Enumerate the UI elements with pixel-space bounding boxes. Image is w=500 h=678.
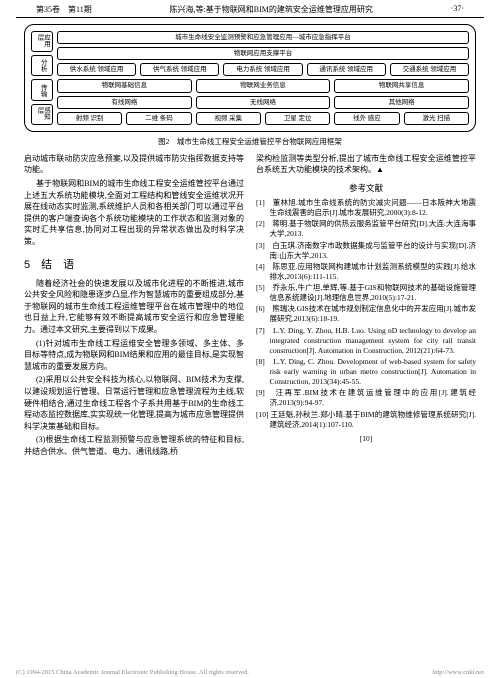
diagram-cell: 物联网应用支撑平台: [57, 47, 469, 60]
diagram-cell: 物联网基础信息: [57, 79, 192, 92]
paragraph: (2)采用以公共安全科技为核心,以物联网、BIM技术为支撑,以建设规划运行管理、…: [24, 374, 244, 432]
end-mark-icon: ▲: [376, 165, 384, 174]
page-footer: (C) 1994-2015 China Academic Journal Ele…: [0, 669, 500, 676]
figure-caption: 图2 城市生命线工程安全运维管控平台物联网应用框架: [0, 136, 500, 147]
paragraph-text: 梁构检监测等类型分析,提出了城市生命线工程安全运维管控平台系统五大功能模块的技术…: [256, 154, 476, 175]
diagram-cell: 无线网络: [196, 96, 331, 109]
side-label: 应用层: [31, 31, 53, 52]
diagram-rows: 城市生命线安全监测预警和应急管理应用—城市应急指挥平台物联网应用支撑平台供水系统…: [57, 31, 469, 125]
section-heading: 5 结 语: [24, 256, 244, 272]
diagram-cell: 物联网业务信息: [196, 79, 331, 92]
reference-item: [2] 蒋明.基于物联网的供热云服务监管平台研究[D].大连:大连海事大学,20…: [256, 219, 476, 239]
diagram-side-labels: 应用层 分析 传输 感知层: [31, 31, 53, 125]
diagram-cell: 电力系统 领域应用: [223, 63, 302, 76]
architecture-diagram: 应用层 分析 传输 感知层 城市生命线安全监测预警和应急管理应用—城市应急指挥平…: [24, 24, 476, 132]
side-label: 感知层: [31, 104, 53, 125]
diagram-row: 射频 识别二维 条码视频 采集卫星 定位线外 感应激光 扫描: [57, 112, 469, 125]
paragraph: 随着经济社会的快速发展以及城市化进程的不断推进,城市公共安全风险和隐患逐步凸显,…: [24, 278, 244, 336]
body-columns: 启动城市联动防灾应急预案,以及提供城市防灾指挥数据支持等功能。 基于物联网和BI…: [0, 153, 500, 460]
reference-item: [7] L.Y. Ding, Y. Zhou, H.B. Luo. Using …: [256, 326, 476, 356]
references-list: [1] 董林旭.城市生命线系统的防灾减灾问题——日本阪神大地震生命线震害的启示[…: [256, 198, 476, 430]
diagram-cell: 激光 扫描: [404, 112, 469, 125]
paragraph: 启动城市联动防灾应急预案,以及提供城市防灾指挥数据支持等功能。: [24, 153, 244, 176]
diagram-cell: 有线网络: [57, 96, 192, 109]
header-center: 陈兴海,等:基于物联网和BIM的建筑安全运维管理应用研究: [170, 4, 373, 15]
side-label: 分析: [31, 55, 53, 76]
page-header: 第35卷 第11期 陈兴海,等:基于物联网和BIM的建筑安全运维管理应用研究 ·…: [16, 0, 484, 18]
diagram-cell: 供水系统 领域应用: [57, 63, 136, 76]
diagram-cell: 物联网共享信息: [334, 79, 469, 92]
diagram-cell: 二维 条码: [126, 112, 191, 125]
paragraph: (3)根据生命线工程监测预警与应急管理系统的特征和目标,并结合供水、供气管道、电…: [24, 434, 244, 457]
side-label: 传输: [31, 79, 53, 100]
left-column: 启动城市联动防灾应急预案,以及提供城市防灾指挥数据支持等功能。 基于物联网和BI…: [24, 153, 244, 460]
diagram-row: 城市生命线安全监测预警和应急管理应用—城市应急指挥平台: [57, 31, 469, 44]
diagram-cell: 射频 识别: [57, 112, 122, 125]
reference-item: [1] 董林旭.城市生命线系统的防灾减灾问题——日本阪神大地震生命线震害的启示[…: [256, 198, 476, 218]
trailing-ref: [10]: [256, 434, 476, 443]
diagram-cell: 线外 感应: [334, 112, 399, 125]
diagram-cell: 卫星 定位: [265, 112, 330, 125]
reference-item: [6] 熊瑞决.GIS技术在城市规划制定信息化中的开发应用[J].城市发展研究,…: [256, 304, 476, 324]
reference-item: [5] 乔永乐,牛广坦,单辉,等.基于GIS和物联网技术的基础设施管理信息系统建…: [256, 283, 476, 303]
right-column: 梁构检监测等类型分析,提出了城市生命线工程安全运维管控平台系统五大功能模块的技术…: [256, 153, 476, 460]
header-left: 第35卷 第11期: [36, 4, 92, 15]
diagram-row: 物联网基础信息物联网业务信息物联网共享信息: [57, 79, 469, 92]
footer-url: http://www.cnki.net: [432, 669, 484, 676]
diagram-cell: 通讯系统 领域应用: [307, 63, 386, 76]
diagram-row: 供水系统 领域应用供气系统 领域应用电力系统 领域应用通讯系统 领域应用交通系统…: [57, 63, 469, 76]
paragraph: 梁构检监测等类型分析,提出了城市生命线工程安全运维管控平台系统五大功能模块的技术…: [256, 153, 476, 176]
references-heading: 参考文献: [256, 182, 476, 194]
header-right: ·37·: [451, 4, 464, 15]
diagram-row: 物联网应用支撑平台: [57, 47, 469, 60]
diagram-row: 有线网络无线网络其他网络: [57, 96, 469, 109]
footer-copyright: (C) 1994-2015 China Academic Journal Ele…: [16, 669, 249, 676]
reference-item: [8] L.Y. Ding, C. Zhou. Development of w…: [256, 357, 476, 387]
paragraph: (1)针对城市生命线工程运维安全管理多领域、多主体、多目标等特点,成为物联网和B…: [24, 338, 244, 373]
diagram-cell: 交通系统 领域应用: [390, 63, 469, 76]
diagram-cell: 视频 采集: [196, 112, 261, 125]
reference-item: [9] 汪再军.BIM技术在建筑运维管理中的应用[J].建筑经济,2013(9)…: [256, 388, 476, 408]
diagram-cell: 供气系统 领域应用: [140, 63, 219, 76]
diagram-cell: 城市生命线安全监测预警和应急管理应用—城市应急指挥平台: [57, 31, 469, 44]
diagram-cell: 其他网络: [334, 96, 469, 109]
reference-item: [4] 陈思亚.应用物联网构建城市计划监测系统模型的实践[J].给水排水,201…: [256, 262, 476, 282]
paragraph: 基于物联网和BIM的城市生命线工程安全运维管控平台通过上述五大系统功能模块,全面…: [24, 178, 244, 248]
reference-item: [10] 王廷魁,孙秋兰.郑小晴.基于BIM的建筑物维修管理系统研究[J].建筑…: [256, 410, 476, 430]
reference-item: [3] 白玉琪.济南数字市政数据集成与监管平台的设计与实现[D].济南:山东大学…: [256, 241, 476, 261]
